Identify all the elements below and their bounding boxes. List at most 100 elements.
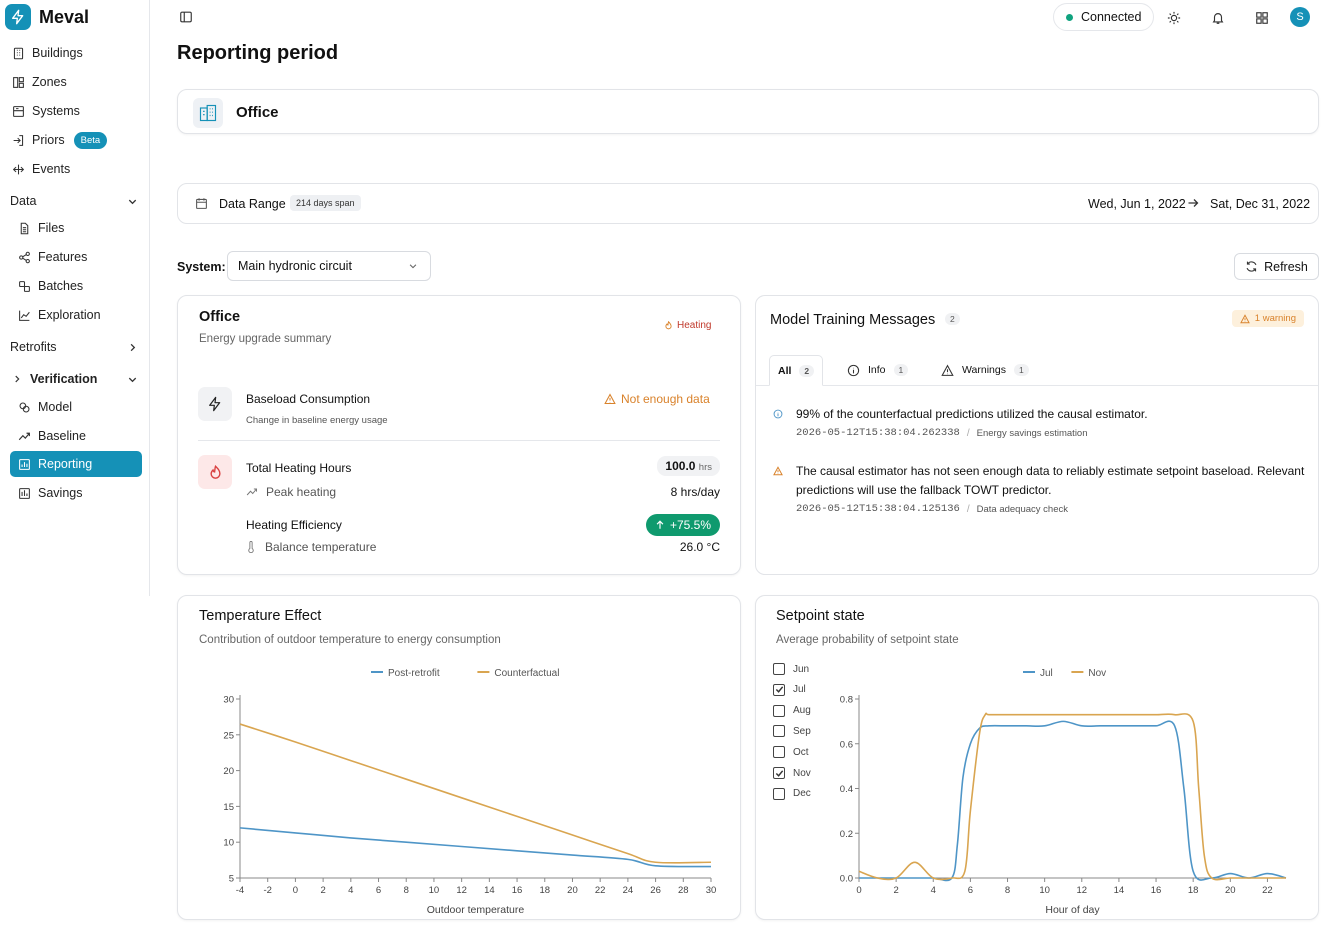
message-text: 99% of the counterfactual predictions ut… [796, 407, 1148, 421]
x-tick-label: 16 [512, 885, 523, 896]
chart-subtitle: Average probability of setpoint state [776, 634, 959, 646]
x-tick-label: -2 [263, 885, 271, 896]
sidebar-item-label: Buildings [32, 46, 83, 60]
layout-icon [13, 76, 24, 88]
month-checkbox-sep[interactable]: Sep [773, 725, 811, 738]
building-card[interactable]: Office [177, 89, 1319, 134]
baseload-subtitle: Change in baseline energy usage [246, 415, 388, 426]
tab-label: All [778, 364, 792, 377]
sidebar-item-systems[interactable]: Systems [10, 98, 142, 124]
checkbox-box[interactable] [773, 683, 785, 696]
baseload-status: Not enough data [604, 392, 710, 406]
theme-toggle-button[interactable] [1163, 7, 1185, 29]
sidebar-toggle-button[interactable] [175, 6, 197, 28]
connection-status[interactable]: Connected [1053, 3, 1155, 31]
x-tick-label: 20 [567, 885, 578, 896]
app-logo[interactable]: Meval [5, 4, 89, 30]
y-tick-label: 30 [223, 695, 234, 706]
sidebar-item-buildings[interactable]: Buildings [10, 40, 142, 66]
sidebar: Meval Buildings Zones Systems Priors Bet… [0, 0, 150, 596]
month-checkbox-oct[interactable]: Oct [773, 746, 809, 759]
brain-icon [19, 402, 30, 412]
building-icon [193, 98, 223, 128]
sidebar-item-files[interactable]: Files [16, 215, 142, 241]
x-tick-label: 24 [623, 885, 634, 896]
x-tick-label: 18 [539, 885, 550, 896]
notifications-button[interactable] [1207, 7, 1229, 29]
tab-info[interactable]: Info 1 [839, 355, 916, 385]
tab-warnings[interactable]: Warnings 1 [933, 355, 1037, 385]
x-tick-label: 22 [595, 885, 606, 896]
x-tick-label: -4 [236, 885, 244, 896]
chevron-down-icon [409, 264, 417, 269]
tab-all[interactable]: All 2 [769, 355, 824, 386]
month-checkbox-aug[interactable]: Aug [773, 704, 811, 717]
heating-hours-value: 100.0 hrs [657, 456, 720, 476]
efficiency-value: +75.5% [669, 518, 711, 532]
info-icon [847, 364, 860, 376]
avatar[interactable]: S [1290, 7, 1310, 27]
chevron-right-icon [130, 343, 136, 351]
apps-button[interactable] [1251, 7, 1273, 29]
checkbox-box[interactable] [773, 725, 785, 738]
sidebar-item-priors[interactable]: Priors Beta [10, 127, 142, 153]
batches-icon [19, 280, 30, 292]
x-axis-label: Outdoor temperature [427, 904, 525, 916]
sidebar-item-baseline[interactable]: Baseline [16, 423, 142, 449]
month-checkbox-jul[interactable]: Jul [773, 683, 806, 696]
checkbox-box[interactable] [773, 746, 785, 759]
x-tick-label: 4 [931, 885, 936, 896]
sidebar-item-zones[interactable]: Zones [10, 69, 142, 95]
message-item [773, 464, 783, 479]
heating-hours-title: Total Heating Hours [246, 461, 352, 475]
efficiency-badge: +75.5% [645, 514, 720, 536]
checkbox-box[interactable] [773, 663, 785, 675]
checkbox-box[interactable] [773, 787, 785, 800]
sidebar-section-verification[interactable]: Verification [12, 368, 138, 390]
month-label: Dec [793, 788, 811, 800]
sidebar-item-batches[interactable]: Batches [16, 273, 142, 299]
x-tick-label: 8 [1005, 885, 1010, 896]
lightning-icon [209, 396, 221, 412]
sidebar-section-retrofits[interactable]: Retrofits [10, 336, 138, 358]
refresh-button[interactable]: Refresh [1234, 253, 1319, 280]
range-start: Wed, Jun 1, 2022 [1088, 197, 1186, 211]
data-range-card: Data Range 214 days span Wed, Jun 1, 202… [177, 183, 1319, 224]
sidebar-item-events[interactable]: Events [10, 156, 142, 182]
sidebar-section-data[interactable]: Data [10, 190, 138, 212]
x-tick-label: 16 [1151, 885, 1162, 896]
thermometer-icon [248, 541, 254, 553]
x-tick-label: 18 [1188, 885, 1199, 896]
legend-label: Jul [1040, 668, 1053, 679]
share-icon [19, 251, 30, 263]
trend-icon [246, 488, 257, 496]
x-tick-label: 2 [893, 885, 898, 896]
sidebar-item-reporting[interactable]: Reporting [10, 451, 142, 477]
beta-badge: Beta [73, 131, 108, 149]
sidebar-item-exploration[interactable]: Exploration [16, 302, 142, 328]
summary-card: Office Energy upgrade summary Heating Ba… [177, 295, 741, 575]
tab-label: Warnings [962, 364, 1006, 376]
y-tick-label: 0.4 [840, 784, 853, 795]
system-select[interactable]: Main hydronic circuit [227, 251, 431, 281]
building-icon [13, 47, 24, 59]
x-tick-label: 12 [456, 885, 467, 896]
checkbox-box[interactable] [773, 767, 785, 779]
month-checkbox-jun[interactable]: Jun [773, 663, 809, 675]
sidebar-item-savings[interactable]: Savings [16, 480, 142, 506]
x-tick-label: 6 [376, 885, 381, 896]
sidebar-item-features[interactable]: Features [16, 244, 142, 270]
baseload-title: Baseload Consumption [246, 392, 371, 406]
heating-tag-label: Heating [677, 320, 712, 331]
heating-icon-box [198, 455, 232, 489]
x-tick-label: 12 [1076, 885, 1087, 896]
heating-tag: Heating [664, 320, 711, 331]
checkbox-box[interactable] [773, 704, 785, 717]
building-name: Office [236, 104, 279, 121]
divider [198, 440, 720, 441]
month-checkbox-nov[interactable]: Nov [773, 767, 811, 779]
month-checkbox-dec[interactable]: Dec [773, 787, 811, 800]
arrow-up-icon [656, 520, 664, 529]
sidebar-item-model[interactable]: Model [16, 394, 142, 420]
heating-hours-unit: hrs [698, 462, 712, 473]
